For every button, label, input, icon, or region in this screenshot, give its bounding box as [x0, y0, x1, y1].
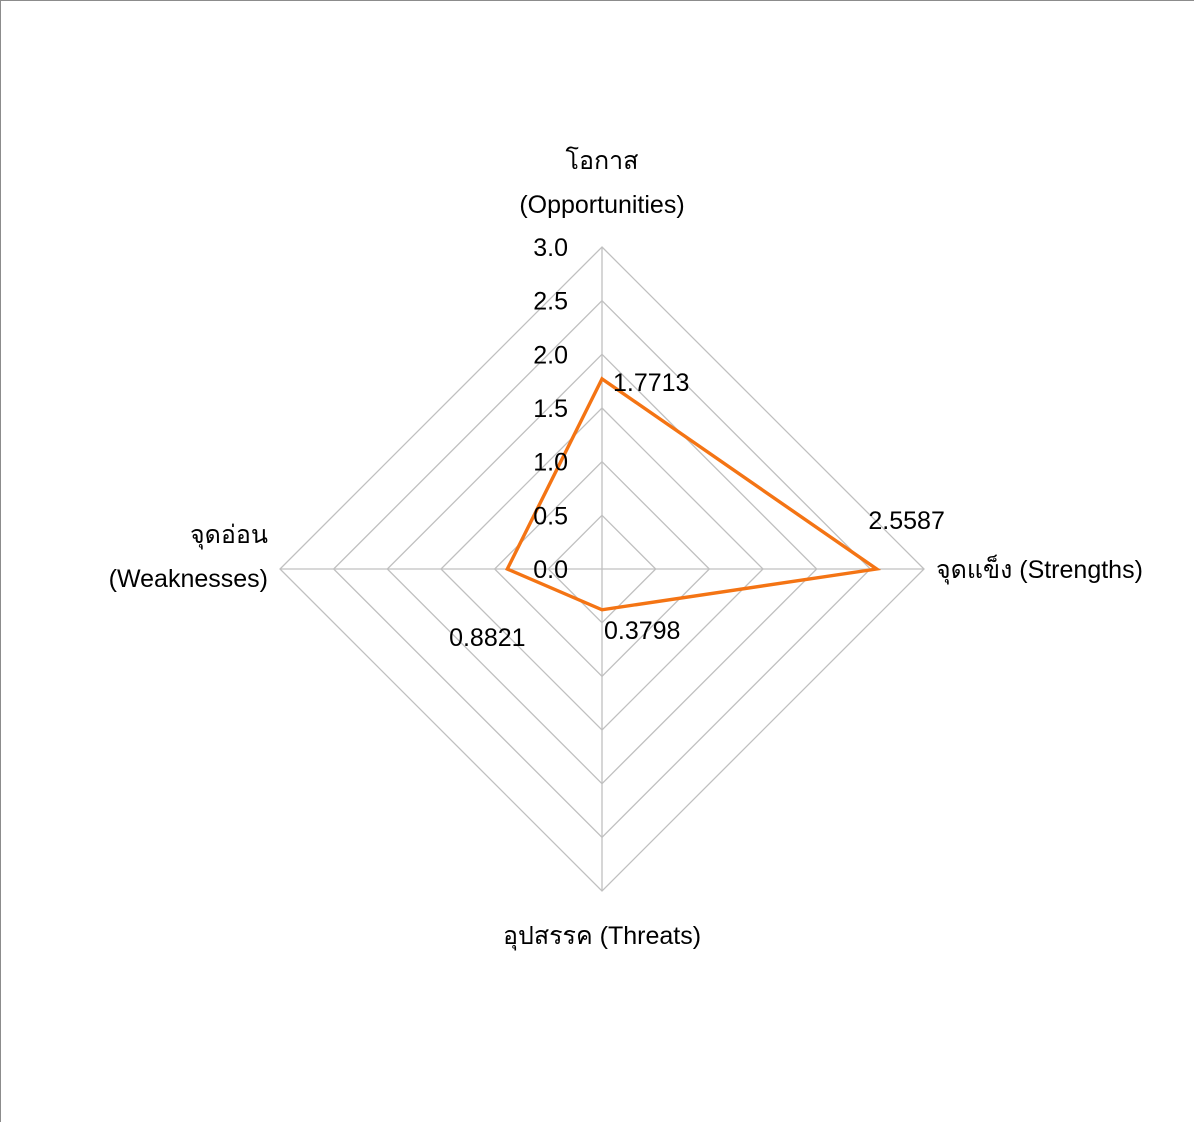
- axis-label: (Opportunities): [519, 191, 684, 219]
- tick-label: 0.5: [533, 502, 568, 530]
- data-label: 2.5587: [868, 507, 944, 535]
- data-labels: 1.7713 2.5587 0.3798 0.8821: [449, 369, 945, 652]
- axis-label: อุปสรรค (Threats): [503, 922, 701, 951]
- tick-label: 1.5: [533, 395, 568, 423]
- axis-label: จุดอ่อน: [190, 521, 268, 550]
- axis-labels: โอกาส (Opportunities) จุดแข็ง (Strengths) อ…: [109, 146, 1143, 951]
- data-label: 0.3798: [604, 617, 680, 645]
- tick-label: 0.0: [533, 556, 568, 584]
- tick-label: 2.5: [533, 288, 568, 316]
- tick-label: 2.0: [533, 341, 568, 369]
- series-layer: [504, 376, 882, 612]
- data-label: 0.8821: [449, 624, 525, 652]
- axis-label: (Weaknesses): [109, 565, 268, 593]
- series-line-0: [504, 376, 882, 612]
- axis-label: โอกาส: [566, 146, 639, 175]
- tick-label: 3.0: [533, 234, 568, 262]
- grid: [279, 246, 925, 892]
- tick-labels: 0.0 0.5 1.0 1.5 2.0 2.5 3.0: [533, 234, 568, 584]
- tick-label: 1.0: [533, 449, 568, 477]
- data-label: 1.7713: [613, 369, 689, 397]
- axis-label: จุดแข็ง (Strengths): [936, 554, 1143, 585]
